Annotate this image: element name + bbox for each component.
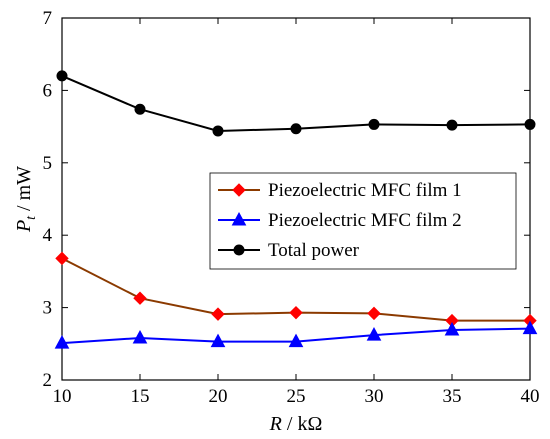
legend-label: Total power <box>268 240 360 261</box>
data-point <box>212 125 224 137</box>
data-point <box>524 118 536 130</box>
data-point <box>367 306 381 321</box>
data-point <box>56 70 68 82</box>
data-point <box>444 321 460 336</box>
data-point <box>55 251 69 266</box>
legend-label: Piezoelectric MFC film 1 <box>268 180 462 201</box>
data-point <box>211 307 225 321</box>
legend-entry: Piezoelectric MFC film 2 <box>218 210 462 231</box>
x-tick-label: 20 <box>209 386 228 407</box>
y-axis-unit: / mW <box>13 166 35 216</box>
legend-marker <box>231 211 247 226</box>
y-axis-var: P <box>13 220 35 233</box>
legend-entry: Piezoelectric MFC film 1 <box>218 180 462 201</box>
x-tick-label: 15 <box>131 386 150 407</box>
x-tick-label: 25 <box>287 386 306 407</box>
legend-box <box>209 172 517 270</box>
data-point <box>54 335 70 349</box>
y-tick-label: 6 <box>43 80 53 101</box>
legend-marker <box>232 183 246 197</box>
x-tick-label: 30 <box>365 386 384 407</box>
x-tick-label: 40 <box>521 386 540 407</box>
legend-marker <box>233 244 245 256</box>
y-tick-label: 5 <box>43 153 53 174</box>
data-point <box>522 320 538 335</box>
x-axis-var: R <box>269 413 282 435</box>
x-axis-unit: / kΩ <box>282 413 322 435</box>
y-tick-label: 3 <box>43 298 53 319</box>
y-tick-label: 4 <box>43 225 53 246</box>
data-point <box>288 333 304 348</box>
legend-entry: Total power <box>218 240 360 261</box>
x-tick-label: 35 <box>443 386 462 407</box>
series-3 <box>56 70 536 137</box>
x-tick-label: 10 <box>53 386 72 407</box>
legend: Piezoelectric MFC film 1 Piezoelectric MF… <box>209 172 517 270</box>
data-point <box>446 119 458 131</box>
x-axis-label: R / kΩ <box>269 413 323 435</box>
data-point <box>368 118 380 130</box>
data-point <box>290 123 302 135</box>
data-point <box>366 327 382 341</box>
y-axis-label: Pt / mW <box>13 166 39 233</box>
y-tick-label: 7 <box>43 8 53 29</box>
legend-label: Piezoelectric MFC film 2 <box>268 210 462 231</box>
y-tick-label: 2 <box>43 370 53 391</box>
data-point <box>210 333 226 348</box>
series-2 <box>54 320 538 349</box>
y-axis-sub: t <box>24 215 39 220</box>
data-point <box>133 291 147 305</box>
data-point <box>132 329 148 344</box>
data-point <box>289 305 303 320</box>
data-point <box>134 103 146 115</box>
